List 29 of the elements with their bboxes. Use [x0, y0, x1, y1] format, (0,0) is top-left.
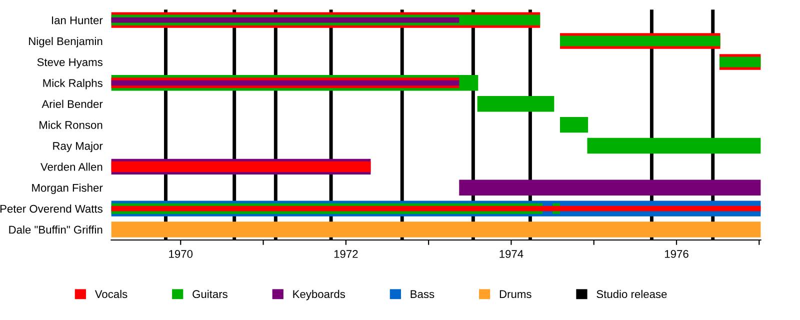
bar	[111, 222, 761, 238]
legend-label: Studio release	[596, 290, 667, 298]
x-tick-label: 1974	[500, 250, 524, 258]
y-tick-label: Verden Allen	[40, 162, 102, 171]
y-tick-label: Ariel Bender	[42, 100, 103, 108]
bar	[111, 161, 371, 172]
y-tick-label: Dale "Buffin" Griffin	[9, 226, 102, 234]
y-tick-label: Morgan Fisher	[32, 184, 103, 194]
y-tick-label: Mick Ronson	[40, 120, 102, 129]
legend-label: Keyboards	[293, 290, 346, 300]
x-tick-label: 1976	[664, 250, 688, 258]
bar	[111, 17, 460, 23]
legend-label: Vocals	[94, 290, 128, 298]
y-tick-label: Ray Major	[53, 142, 103, 152]
y-tick-label: Nigel Benjamin	[29, 36, 102, 48]
bar	[459, 180, 761, 196]
x-tick-label: 1970	[169, 250, 193, 258]
y-tick-label: Ian Hunter	[52, 16, 103, 24]
bar	[111, 80, 460, 86]
bar	[587, 138, 761, 154]
y-tick-label: Peter Overend Watts	[0, 204, 102, 213]
x-tick-label: 1972	[334, 250, 358, 258]
y-tick-label: Mick Ralphs	[43, 78, 102, 90]
bar	[560, 116, 588, 133]
legend-label: Bass	[410, 290, 434, 298]
legend-label: Drums	[500, 290, 532, 298]
legend-label: Guitars	[192, 290, 228, 298]
y-tick-label: Steve Hyams	[37, 58, 102, 68]
bar	[477, 96, 554, 112]
